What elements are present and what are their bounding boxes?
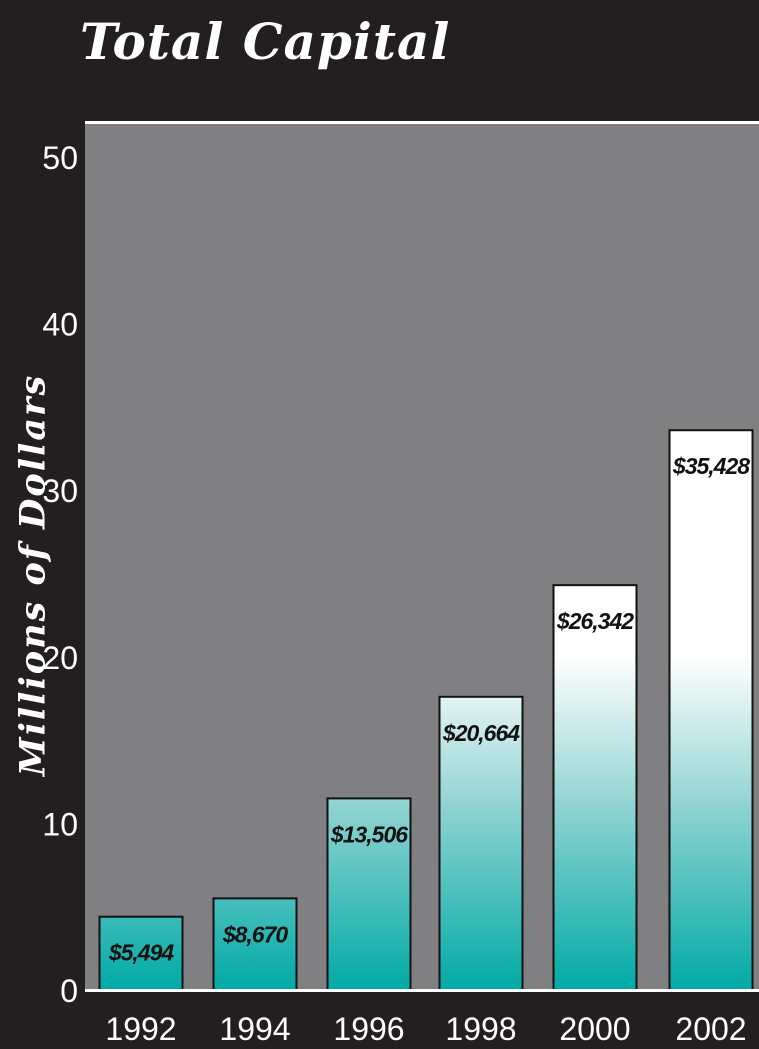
y-tick-label: 0 xyxy=(60,973,78,1009)
y-tick-label: 50 xyxy=(42,140,78,176)
bar xyxy=(212,897,298,991)
bar-value-label: $20,664 xyxy=(442,720,520,746)
y-tick-label: 40 xyxy=(42,307,78,343)
x-axis-baseline xyxy=(85,989,759,992)
x-tick-label: 2002 xyxy=(675,1011,746,1047)
bar-value-label: $13,506 xyxy=(330,821,408,847)
plot-area xyxy=(85,124,759,990)
bar-value-label: $35,428 xyxy=(672,453,750,479)
bar xyxy=(326,797,412,991)
x-tick-label: 1998 xyxy=(445,1011,516,1047)
bar xyxy=(668,429,754,991)
bar xyxy=(98,915,184,991)
y-tick-label: 30 xyxy=(42,473,78,509)
bar-value-label: $5,494 xyxy=(108,940,175,966)
bar-value-label: $26,342 xyxy=(556,608,634,634)
x-tick-label: 1994 xyxy=(219,1011,290,1047)
x-tick-label: 1996 xyxy=(333,1011,404,1047)
bar-value-label: $8,670 xyxy=(222,921,289,947)
plot-top-rule xyxy=(85,121,759,124)
bar xyxy=(552,584,638,991)
y-tick-label: 20 xyxy=(42,640,78,676)
chart-title: Total Capital xyxy=(80,12,451,71)
x-tick-label: 2000 xyxy=(559,1011,630,1047)
x-tick-label: 1992 xyxy=(105,1011,176,1047)
y-tick-label: 10 xyxy=(42,806,78,842)
